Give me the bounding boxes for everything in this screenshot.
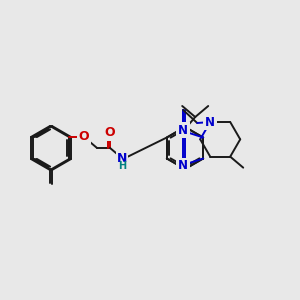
Text: N: N xyxy=(178,124,188,136)
Text: N: N xyxy=(178,160,188,172)
Text: N: N xyxy=(205,116,215,128)
Text: O: O xyxy=(79,130,89,142)
Text: N: N xyxy=(117,152,127,164)
Text: O: O xyxy=(105,127,116,140)
Text: H: H xyxy=(118,161,126,171)
